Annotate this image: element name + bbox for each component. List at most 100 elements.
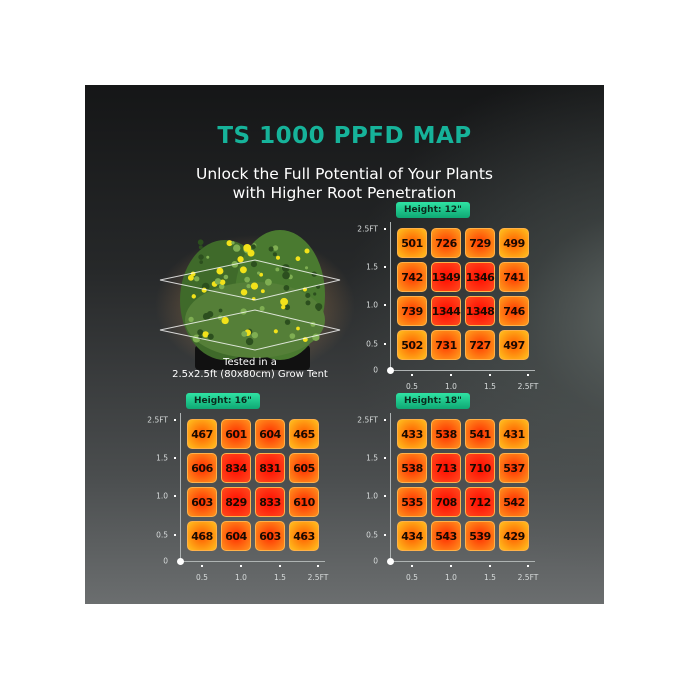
plant-caption: Tested in a 2.5x2.5ft (80x80cm) Grow Ten… (145, 357, 355, 381)
height-badge: Height: 16" (186, 393, 260, 409)
y-tick-label: 2.5FT (357, 224, 378, 234)
y-tick-label: 2.5FT (147, 415, 168, 425)
x-tick-mark (201, 565, 203, 567)
axis-origin-dot (387, 558, 394, 565)
plant-leaf-dot (233, 244, 241, 252)
x-tick-label: 1.5 (484, 573, 496, 582)
plant-leaf-dot (188, 316, 194, 323)
x-tick-mark (279, 565, 281, 567)
plant-leaf-dot (241, 330, 248, 337)
heatmap-cell: 467 (187, 419, 217, 449)
heatmap-cell: 1348 (465, 296, 495, 326)
x-tick-label: 0.5 (406, 382, 418, 391)
heatmap-cell: 601 (221, 419, 251, 449)
plant-leaf-dot (272, 245, 279, 251)
heatmap-cell: 538 (397, 453, 427, 483)
heatmap-cell: 465 (289, 419, 319, 449)
y-tick-label: 1.0 (366, 300, 378, 310)
y-tick-mark (384, 266, 386, 268)
heatmap-cell: 603 (255, 521, 285, 551)
heatmap-cell: 539 (465, 521, 495, 551)
heatmap-cell: 710 (465, 453, 495, 483)
plant-leaf-dot (237, 256, 244, 263)
y-tick-label: 2.5FT (357, 415, 378, 425)
heatmap-cell: 433 (397, 419, 427, 449)
plant-leaf-dot (275, 267, 280, 272)
y-tick-label: 0 (163, 556, 168, 566)
plant-leaf-dot (191, 294, 196, 299)
plant-leaf-dot (198, 254, 204, 260)
plant-leaf-dot (243, 243, 252, 252)
subtitle-line-2: with Higher Root Penetration (232, 184, 457, 202)
x-tick-label: 1.0 (445, 382, 457, 391)
heatmap-cell: 543 (431, 521, 461, 551)
y-tick-label: 1.0 (156, 491, 168, 501)
plant-leaf-dot (281, 304, 286, 310)
plant-leaf-dot (268, 246, 274, 252)
heatmap-cell: 829 (221, 487, 251, 517)
y-axis-line (390, 413, 391, 561)
heatmap-cell: 604 (255, 419, 285, 449)
x-tick-mark (527, 565, 529, 567)
x-tick-label: 1.5 (274, 573, 286, 582)
heatmap-cell: 604 (221, 521, 251, 551)
plant-leaf-dot (250, 261, 258, 268)
x-tick-label: 2.5FT (307, 573, 329, 582)
x-tick-label: 0.5 (406, 573, 418, 582)
plant-leaf-dot (217, 279, 221, 283)
plant-leaf-dot (281, 264, 290, 272)
plant-leaf-dot (240, 288, 248, 296)
plant-leaf-dot (247, 249, 255, 257)
heatmap-cell: 610 (289, 487, 319, 517)
heatmap-cell: 739 (397, 296, 427, 326)
heatmap-cell: 742 (397, 262, 427, 292)
plant-leaf-dot (216, 267, 224, 275)
y-tick-mark (384, 228, 386, 230)
plant-leaf-dot (246, 283, 251, 289)
page-title: TS 1000 PPFD MAP (217, 123, 472, 149)
heatmap-cell: 727 (465, 330, 495, 360)
infographic-panel: TS 1000 PPFD MAP Unlock the Full Potenti… (85, 85, 604, 604)
axis-origin-dot (177, 558, 184, 565)
heatmap-cell: 501 (397, 228, 427, 258)
x-axis-line (390, 370, 535, 371)
y-tick-mark (384, 304, 386, 306)
heatmap-cell: 538 (431, 419, 461, 449)
y-axis-line (390, 222, 391, 370)
plant-leaf-dot (305, 292, 311, 299)
heatmap-cell: 708 (431, 487, 461, 517)
plant-leaf-dot (219, 279, 226, 285)
plant-leaf-dot (221, 316, 229, 325)
heatmap-cell: 713 (431, 453, 461, 483)
plant-leaf-dot (282, 271, 290, 280)
plant-leaf-dot (244, 276, 250, 283)
y-tick-mark (384, 419, 386, 421)
caption-line-1: Tested in a (223, 357, 277, 368)
plant-leaf-dot (187, 274, 194, 281)
y-tick-mark (174, 457, 176, 459)
plant-leaf-dot (197, 329, 204, 336)
heatmap-cell: 833 (255, 487, 285, 517)
plant-leaf-dot (273, 329, 278, 334)
heatmap-cell: 834 (221, 453, 251, 483)
x-tick-mark (411, 374, 413, 376)
x-tick-mark (489, 565, 491, 567)
x-tick-mark (317, 565, 319, 567)
plant-leaf-dot (316, 307, 321, 312)
heatmap-cell: 542 (499, 487, 529, 517)
heatmap-cell: 497 (499, 330, 529, 360)
heatmap-cell: 502 (397, 330, 427, 360)
heatmap-cell: 535 (397, 487, 427, 517)
heatmap-cell: 1349 (431, 262, 461, 292)
plant-leaf-dot (264, 278, 272, 286)
plant-leaf-dot (197, 239, 204, 246)
plant-leaf-dot (251, 244, 256, 250)
plant-leaf-dot (207, 333, 214, 340)
heatmap-cell: 712 (465, 487, 495, 517)
x-tick-mark (450, 565, 452, 567)
plant-leaf-dot (194, 276, 200, 282)
plant-leaf-dot (305, 300, 311, 306)
x-tick-mark (527, 374, 529, 376)
heatmap-cell: 463 (289, 521, 319, 551)
y-tick-label: 0.5 (366, 339, 378, 349)
